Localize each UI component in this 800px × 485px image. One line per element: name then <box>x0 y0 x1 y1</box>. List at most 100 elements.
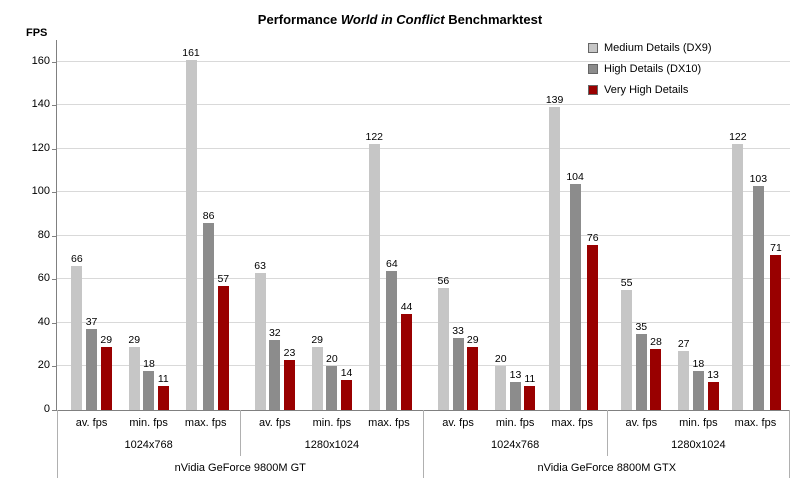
metric-label: max. fps <box>734 417 777 429</box>
bar-with-label: 20 <box>495 353 507 410</box>
bar-with-label: 35 <box>635 321 647 410</box>
bar-value-label: 139 <box>545 94 564 106</box>
bar-with-label: 57 <box>217 273 229 410</box>
bar-with-label: 27 <box>678 338 690 410</box>
bar-with-label: 13 <box>509 369 522 410</box>
y-tick-mark <box>52 148 56 150</box>
bar-value-label: 11 <box>157 373 169 385</box>
metric-label: min. fps <box>679 417 718 429</box>
legend-swatch-icon <box>588 64 598 74</box>
bar <box>386 271 398 410</box>
bar <box>707 382 719 410</box>
bar <box>437 288 449 410</box>
bar-value-label: 29 <box>128 334 141 346</box>
metric-group: 55 35 28 av. fps <box>613 40 670 434</box>
bar-with-label: 28 <box>650 336 662 410</box>
metric-group: 161 86 57 max. fps <box>177 40 234 434</box>
resolution-label: 1024x768 <box>490 439 540 451</box>
bar-with-label: 29 <box>100 334 112 410</box>
y-tick-mark <box>52 322 56 324</box>
bar-value-label: 57 <box>217 273 230 285</box>
y-tick-mark <box>52 410 56 411</box>
bar <box>569 184 581 410</box>
bar <box>524 386 536 410</box>
metric-group: 139 104 76 max. fps <box>544 40 601 434</box>
bar-with-label: 14 <box>341 367 352 410</box>
y-axis-title: FPS <box>26 27 48 39</box>
bar-value-label: 18 <box>692 358 705 370</box>
gridline <box>57 365 790 367</box>
bar-trio: 29 18 11 <box>120 40 177 410</box>
metric-group: 20 13 11 min. fps <box>487 40 544 434</box>
metric-label: av. fps <box>75 417 108 429</box>
bar-value-label: 103 <box>749 173 768 185</box>
resolution-group: 55 35 28 av. fps 27 18 13 min. fps 122 103 71 max. … <box>607 40 790 456</box>
bar-trio: 27 18 13 <box>670 40 727 410</box>
bar-with-label: 33 <box>452 325 464 410</box>
bar <box>203 223 215 410</box>
bar-with-label: 44 <box>401 301 412 410</box>
bar-with-label: 18 <box>692 358 705 410</box>
bar-trio: 56 33 29 <box>430 40 487 410</box>
y-tick-label: 80 <box>37 228 50 241</box>
bar-value-label: 13 <box>509 369 522 381</box>
legend-label: Medium Details (DX9) <box>604 42 712 54</box>
bar <box>452 338 464 410</box>
metric-label: min. fps <box>312 417 352 429</box>
bar-with-label: 63 <box>254 260 266 410</box>
bar-with-label: 71 <box>770 242 782 410</box>
bar-with-label: 122 <box>365 131 383 410</box>
bar-value-label: 56 <box>437 275 450 287</box>
category-separator-tick <box>423 410 424 478</box>
bar <box>650 349 662 410</box>
bar-value-label: 20 <box>494 353 507 365</box>
bar-with-label: 103 <box>749 173 768 410</box>
gridline <box>57 191 790 193</box>
y-tick-label: 160 <box>31 54 50 67</box>
bar-trio: 55 35 28 <box>613 40 670 410</box>
y-tick-mark <box>52 61 56 63</box>
metric-label: min. fps <box>495 417 535 429</box>
bar <box>311 347 323 410</box>
page-title: Performance World in Conflict Benchmarkt… <box>0 12 800 27</box>
y-tick-mark <box>52 105 56 107</box>
metrics-row: 63 32 23 av. fps 29 20 14 min. fps 122 64 44 max. f… <box>246 40 417 434</box>
y-tick-label: 20 <box>37 359 50 372</box>
y-tick-mark <box>52 366 56 368</box>
bar-with-label: 64 <box>386 258 398 410</box>
bar <box>143 371 155 410</box>
gridline <box>57 234 790 236</box>
bar <box>495 366 507 410</box>
gpu-group: 56 33 29 av. fps 20 13 11 min. fps 139 104 76 max. … <box>424 40 791 478</box>
bar-groups: 66 37 29 av. fps 29 18 11 min. fps 161 86 57 max. f… <box>57 40 790 478</box>
bar-value-label: 37 <box>85 316 98 328</box>
resolution-row: 56 33 29 av. fps 20 13 11 min. fps 139 104 76 max. … <box>424 40 791 456</box>
bar-value-label: 29 <box>311 334 324 346</box>
bar-with-label: 32 <box>269 327 281 410</box>
bar-with-label: 86 <box>203 210 215 410</box>
gpu-label: nVidia GeForce 9800M GT <box>174 462 306 474</box>
bar-with-label: 56 <box>437 275 450 410</box>
y-tick-label: 0 <box>43 403 50 415</box>
metric-group: 29 20 14 min. fps <box>303 40 360 434</box>
bar-with-label: 139 <box>545 94 564 410</box>
legend-swatch-icon <box>588 43 598 53</box>
metric-group: 29 18 11 min. fps <box>120 40 177 434</box>
resolution-label: 1280x1024 <box>304 439 360 451</box>
gridline <box>57 147 790 149</box>
metric-label: min. fps <box>129 417 168 429</box>
title-suffix: Benchmarktest <box>444 12 543 27</box>
bar <box>587 245 599 410</box>
category-separator-tick <box>607 410 608 456</box>
bar-value-label: 13 <box>707 369 719 381</box>
title-prefix: Performance <box>257 12 341 27</box>
bar-value-label: 33 <box>452 325 464 337</box>
bar-with-label: 104 <box>566 171 584 410</box>
bar-trio: 122 103 71 <box>727 40 784 410</box>
metric-group: 122 103 71 max. fps <box>727 40 784 434</box>
gridline <box>57 278 790 280</box>
bar-value-label: 71 <box>770 242 782 254</box>
bar-value-label: 35 <box>635 321 648 333</box>
bar-value-label: 55 <box>620 277 633 289</box>
